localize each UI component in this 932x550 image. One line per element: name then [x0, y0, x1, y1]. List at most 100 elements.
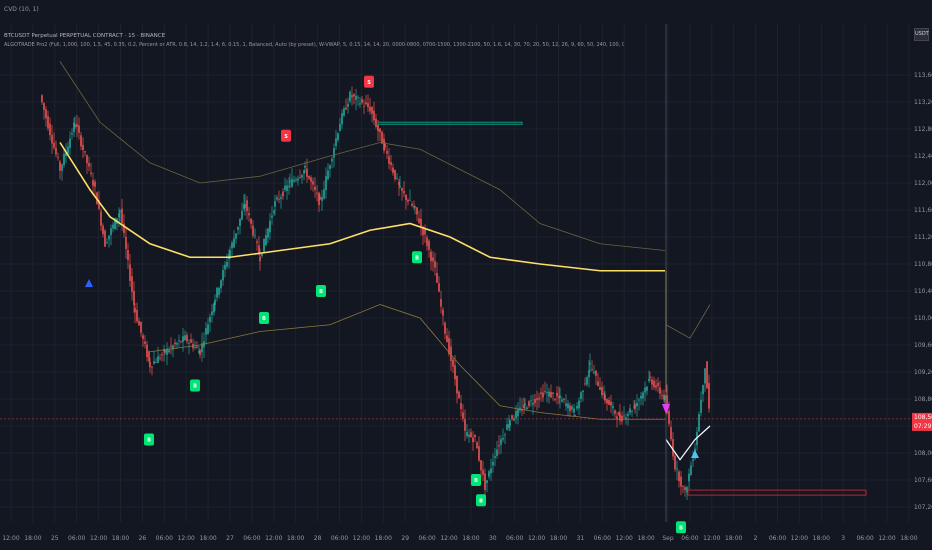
signal-label: S — [284, 134, 288, 140]
time-axis-tick: 31 — [577, 535, 585, 542]
candle-body — [588, 370, 590, 378]
candle-body — [381, 131, 383, 144]
candle-body — [172, 345, 174, 350]
candle-body — [634, 404, 636, 409]
price-axis-tick: 110,400.0 — [914, 288, 932, 295]
candle-body — [480, 460, 482, 471]
candle-body — [426, 237, 428, 246]
candle-body — [657, 382, 659, 387]
candle-body — [401, 188, 403, 192]
candle-body — [466, 432, 468, 437]
candle-body — [422, 226, 424, 236]
candle-body — [331, 158, 333, 162]
candle-body — [414, 206, 416, 208]
candle-body — [558, 396, 560, 398]
candle-body — [133, 290, 135, 305]
support-zone — [377, 121, 523, 125]
time-axis-tick: 06:00 — [856, 535, 873, 542]
candle-body — [67, 146, 69, 154]
candle-body — [146, 344, 148, 358]
quote-currency-button[interactable]: USDT — [914, 28, 929, 41]
time-axis-tick: 18:00 — [725, 535, 742, 542]
candle-body — [327, 170, 329, 180]
candle-body — [470, 432, 472, 438]
time-axis-tick: 06:00 — [68, 535, 85, 542]
candle-body — [506, 424, 508, 430]
candle-body — [164, 350, 166, 353]
indicator-title[interactable]: ALGOTRADE Pro2 (Full, 1,000, 100, 1.5, 4… — [4, 42, 624, 48]
current-price-tag — [912, 412, 932, 431]
candle-body — [604, 394, 606, 401]
candle-body — [536, 398, 538, 401]
candle-body — [78, 125, 80, 133]
candle-body — [589, 363, 591, 365]
candle-body — [698, 414, 700, 432]
time-axis-tick: 28 — [314, 535, 322, 542]
candle-body — [550, 392, 552, 398]
candle-body — [178, 340, 180, 342]
candle-body — [563, 399, 565, 401]
candle-body — [432, 257, 434, 262]
candle-body — [345, 107, 347, 110]
candle-body — [680, 476, 682, 487]
candle-body — [205, 328, 207, 335]
candle-body — [458, 391, 460, 399]
candle-body — [199, 349, 201, 355]
candle-body — [424, 228, 426, 235]
candle-body — [102, 225, 104, 235]
candle-body — [258, 245, 260, 255]
candle-body — [684, 487, 686, 491]
candle-body — [640, 395, 642, 399]
candle-body — [184, 335, 186, 341]
candle-body — [86, 155, 88, 164]
candle-body — [190, 339, 192, 343]
pane-label[interactable]: CVD (10, 1) — [4, 6, 39, 13]
candle-body — [411, 203, 413, 206]
candle-body — [134, 308, 136, 313]
candle-body — [702, 384, 704, 395]
candle-body — [127, 250, 129, 261]
price-axis-tick: 109,200.0 — [914, 369, 932, 376]
candle-body — [559, 395, 561, 399]
candle-body — [131, 276, 133, 292]
symbol-title[interactable]: BTCUSDT Perpetual PERPETUAL CONTRACT · 1… — [4, 33, 166, 39]
candle-body — [339, 124, 341, 132]
candle-body — [246, 200, 248, 212]
candle-body — [405, 194, 407, 201]
time-axis-tick: 27 — [226, 535, 234, 542]
candle-body — [584, 383, 586, 385]
candle-body — [420, 218, 422, 227]
candle-body — [369, 106, 371, 112]
candle-body — [269, 220, 271, 233]
signal-label: B — [193, 384, 197, 390]
price-axis-tick: 112,000.0 — [914, 180, 932, 187]
candle-body — [464, 419, 466, 431]
candle-body — [209, 316, 211, 322]
candle-body — [403, 190, 405, 194]
candle-body — [552, 392, 554, 394]
candle-body — [476, 442, 478, 449]
candle-body — [554, 398, 556, 400]
candle-body — [484, 473, 486, 490]
candle-body — [508, 424, 510, 428]
candle-body — [94, 181, 96, 187]
candle-body — [452, 359, 454, 367]
price-axis-tick: 113,200.0 — [914, 99, 932, 106]
time-axis-tick: 12:00 — [878, 535, 895, 542]
candle-body — [304, 165, 306, 168]
candle-body — [271, 215, 273, 218]
candle-body — [53, 142, 55, 148]
candle-body — [186, 335, 188, 342]
candle-body — [651, 379, 653, 385]
candle-body — [337, 133, 339, 141]
candle-body — [648, 378, 650, 381]
candle-body — [444, 322, 446, 334]
candle-body — [593, 372, 595, 374]
signal-label: B — [147, 438, 151, 444]
candle-body — [569, 405, 571, 411]
signal-marker-sell — [281, 129, 291, 142]
candle-body — [261, 254, 263, 256]
signal-marker-buy — [476, 494, 486, 507]
candle-body — [321, 196, 323, 201]
